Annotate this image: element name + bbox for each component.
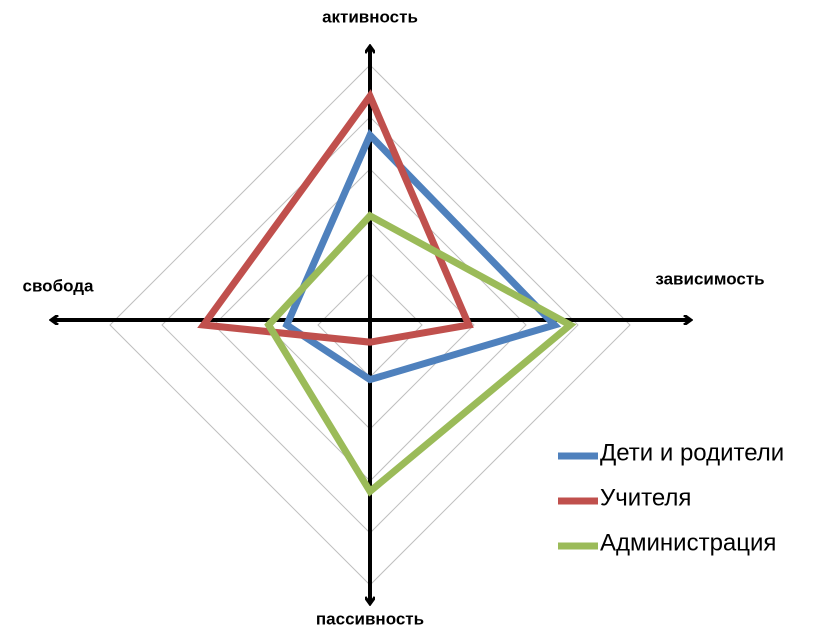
- legend-label: Администрация: [600, 529, 776, 556]
- axis-label: зависимость: [655, 269, 764, 288]
- series-line: [282, 129, 562, 384]
- axis-label: пассивность: [316, 609, 424, 628]
- legend-label: Учителя: [600, 484, 691, 511]
- axis-label: свобода: [23, 276, 95, 295]
- axis-label: активность: [322, 7, 418, 26]
- series-group: [197, 89, 577, 497]
- legend: Дети и родители Учителя Администрация: [558, 439, 784, 556]
- legend-label: Дети и родители: [600, 439, 784, 466]
- labels: активность зависимость пассивность свобода: [23, 7, 765, 628]
- series-line: [264, 211, 577, 497]
